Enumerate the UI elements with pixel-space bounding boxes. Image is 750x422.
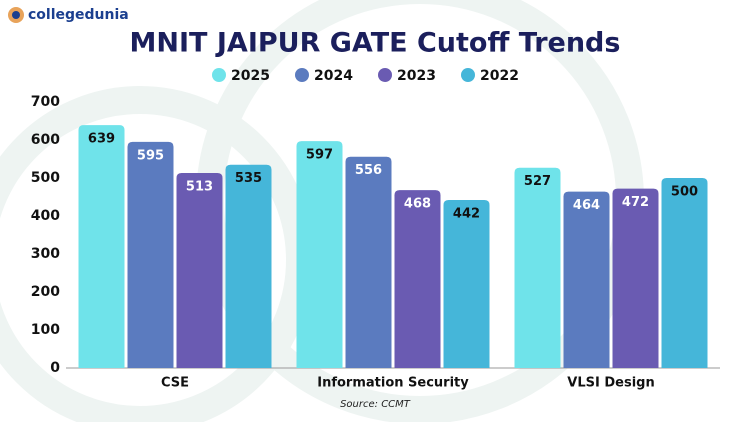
value-label: 513 (186, 180, 213, 195)
bar (514, 167, 561, 368)
brand-name: collegedunia (28, 7, 129, 23)
y-tick-label: 600 (31, 132, 60, 148)
bar (78, 125, 125, 369)
value-label: 597 (306, 148, 333, 163)
value-label: 639 (88, 132, 115, 147)
y-tick-label: 400 (31, 208, 60, 224)
legend-label: 2024 (314, 68, 353, 84)
y-tick-label: 100 (31, 322, 60, 338)
bar (296, 141, 343, 368)
value-label: 556 (355, 163, 382, 178)
bar (127, 141, 174, 368)
bar (176, 173, 223, 368)
brand-logo: collegedunia (8, 7, 129, 23)
bar (443, 200, 490, 368)
bar (612, 188, 659, 368)
y-tick-label: 700 (31, 94, 60, 110)
bar (661, 178, 708, 368)
bar (394, 190, 441, 368)
bar (225, 164, 272, 368)
source-note: Source: CCMT (340, 399, 411, 410)
bar (563, 191, 610, 368)
value-label: 464 (573, 198, 600, 213)
y-tick-label: 500 (31, 170, 60, 186)
x-tick-label: CSE (161, 376, 189, 391)
value-label: 442 (453, 207, 480, 222)
value-label: 500 (671, 185, 698, 200)
y-tick-label: 200 (31, 284, 60, 300)
legend-swatch (295, 68, 309, 82)
legend-label: 2022 (480, 68, 519, 84)
legend-swatch (378, 68, 392, 82)
y-tick-label: 300 (31, 246, 60, 262)
x-tick-label: VLSI Design (567, 376, 654, 391)
value-label: 535 (235, 171, 262, 186)
legend-label: 2025 (231, 68, 270, 84)
value-label: 472 (622, 195, 649, 210)
value-label: 468 (404, 197, 431, 212)
bar (345, 156, 392, 368)
value-label: 595 (137, 148, 164, 163)
chart-title: MNIT JAIPUR GATE Cutoff Trends (130, 28, 621, 59)
legend-swatch (212, 68, 226, 82)
legend-label: 2023 (397, 68, 436, 84)
y-tick-label: 0 (50, 360, 60, 376)
value-label: 527 (524, 174, 551, 189)
legend-swatch (461, 68, 475, 82)
x-tick-label: Information Security (317, 376, 469, 391)
